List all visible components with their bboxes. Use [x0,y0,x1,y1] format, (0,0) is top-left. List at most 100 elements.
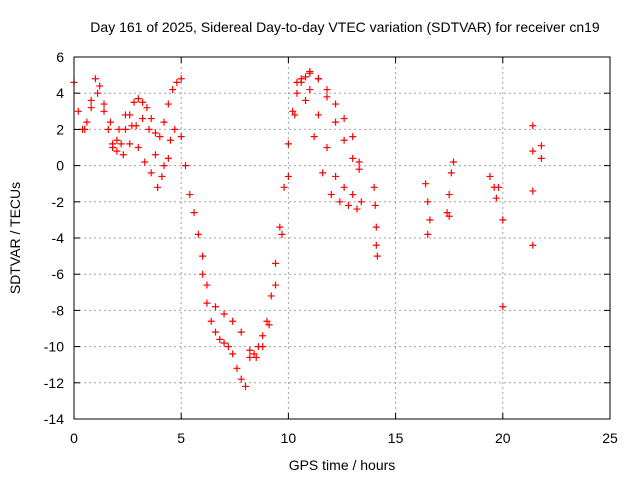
data-point [289,107,297,115]
data-point [164,100,172,108]
data-point [424,230,432,238]
data-point [447,169,455,177]
data-point [278,230,286,238]
data-point [83,118,91,126]
data-point [332,172,340,180]
data-point [74,107,82,115]
chart-title: Day 161 of 2025, Sidereal Day-to-day VTE… [90,19,600,35]
data-point [145,125,153,133]
data-point [276,223,284,231]
data-point [314,111,322,119]
data-point [242,382,250,390]
data-point [154,183,162,191]
data-point [336,198,344,206]
data-point [371,201,379,209]
data-point [126,140,134,148]
data-point [164,154,172,162]
data-point [302,96,310,104]
data-point [499,216,507,224]
data-point [284,172,292,180]
data-point [537,154,545,162]
data-point [104,125,112,133]
data-point [121,125,129,133]
data-point [113,136,121,144]
data-point [250,350,258,358]
data-point [212,328,220,336]
data-point [158,172,166,180]
data-point [166,136,174,144]
data-point [291,111,299,119]
y-tick-label: 6 [56,49,64,65]
data-point [169,86,177,94]
data-point [207,317,215,325]
y-axis-ticks: -14 -12 -10 -8 -6 -4 -2 0 2 4 6 [44,49,610,427]
data-point [355,158,363,166]
data-point [426,216,434,224]
data-point [272,281,280,289]
data-point [340,115,348,123]
data-point [121,111,129,119]
data-point [529,147,537,155]
y-tick-label: 4 [56,85,64,101]
data-point [128,122,136,130]
data-point [199,252,207,260]
x-tick-label: 5 [177,430,185,446]
data-point [529,122,537,130]
data-point [115,125,123,133]
data-point [323,86,331,94]
data-point [340,183,348,191]
data-point [332,100,340,108]
data-point [445,212,453,220]
data-point [224,343,232,351]
data-point [119,151,127,159]
data-point [134,144,142,151]
data-point [252,353,260,361]
x-tick-label: 20 [495,430,511,446]
data-point [173,78,181,86]
data-point [87,96,95,104]
data-point [259,343,267,351]
data-point [424,198,432,206]
data-point [372,241,380,249]
data-point [302,73,310,81]
x-tick-label: 15 [388,430,404,446]
y-tick-label: -2 [52,194,65,210]
data-point [177,133,185,141]
data-point [372,223,380,231]
data-point [246,353,254,361]
data-point [332,118,340,126]
data-point [357,198,365,206]
data-point [319,169,327,177]
data-point [160,162,168,170]
data-point [265,321,273,329]
data-point [344,201,352,209]
data-point [139,98,147,106]
data-point [297,75,305,83]
data-point [203,281,211,289]
data-point [237,328,245,336]
data-point [130,98,138,106]
data-point [220,339,228,347]
data-point [134,95,142,103]
data-point [81,125,89,133]
data-point [323,144,331,151]
y-tick-label: -10 [44,339,64,355]
data-point [529,241,537,249]
data-point [284,140,292,148]
y-tick-label: 2 [56,121,64,137]
data-point [147,169,155,177]
data-point [293,78,301,86]
data-point [537,142,545,150]
data-point [246,346,254,354]
data-point [91,75,99,83]
y-tick-label: -8 [52,302,65,318]
data-point [310,133,318,141]
data-point [314,75,322,83]
x-tick-label: 0 [70,430,78,446]
data-point [199,270,207,278]
data-point [100,100,108,108]
data-point [443,209,451,217]
data-point [449,158,457,166]
data-point [194,230,202,238]
x-tick-label: 10 [281,430,297,446]
